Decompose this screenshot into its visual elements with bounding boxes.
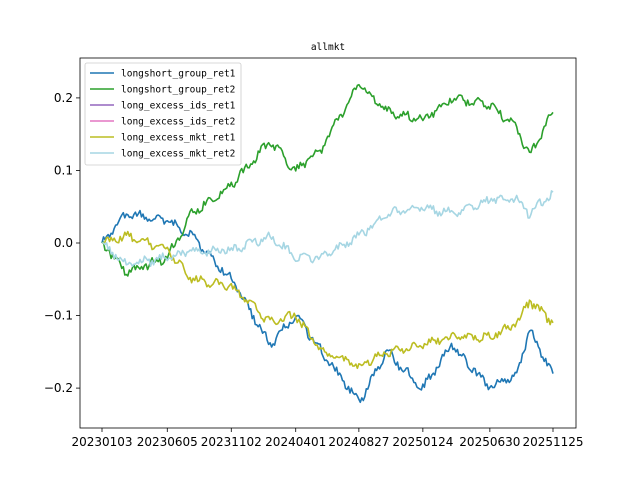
x-tick-label: 20240827 xyxy=(328,435,389,449)
legend-label: long_excess_mkt_ret2 xyxy=(121,149,235,160)
series-layer xyxy=(101,83,554,404)
x-tick-label: 20231102 xyxy=(201,435,262,449)
y-tick-label: 0.1 xyxy=(54,163,73,177)
x-axis: 20230103 20230605 20231102 20240401 20240827… xyxy=(71,428,584,449)
legend-label: longshort_group_ret2 xyxy=(121,85,235,96)
series-line-longshort_group_ret2 xyxy=(101,83,554,277)
series-line-long_excess_mkt_ret1 xyxy=(101,230,554,370)
legend-label: longshort_group_ret1 xyxy=(121,69,236,80)
y-tick-label: −0.2 xyxy=(44,381,73,395)
series-line-long_excess_mkt_ret2 xyxy=(102,190,554,267)
y-tick-label: 0.0 xyxy=(54,236,73,250)
x-tick-label: 20250124 xyxy=(392,435,453,449)
x-tick-label: 20230103 xyxy=(71,435,132,449)
x-tick-label: 20240401 xyxy=(265,435,326,449)
legend: longshort_group_ret1 longshort_group_ret2… xyxy=(84,62,242,166)
series-line-longshort_group_ret1 xyxy=(101,209,554,404)
legend-label: long_excess_ids_ret1 xyxy=(121,101,236,112)
y-tick-label: 0.2 xyxy=(54,91,73,105)
y-tick-label: −0.1 xyxy=(44,309,73,323)
x-tick-label: 20230605 xyxy=(137,435,198,449)
legend-box xyxy=(84,62,242,166)
x-tick-label: 20251125 xyxy=(522,435,583,449)
y-axis: −0.2 −0.1 0.0 0.1 0.2 xyxy=(44,91,80,395)
legend-label: long_excess_mkt_ret1 xyxy=(121,133,236,144)
chart-title: allmkt xyxy=(311,42,345,53)
legend-label: long_excess_ids_ret2 xyxy=(121,117,235,128)
x-tick-label: 20250630 xyxy=(459,435,520,449)
